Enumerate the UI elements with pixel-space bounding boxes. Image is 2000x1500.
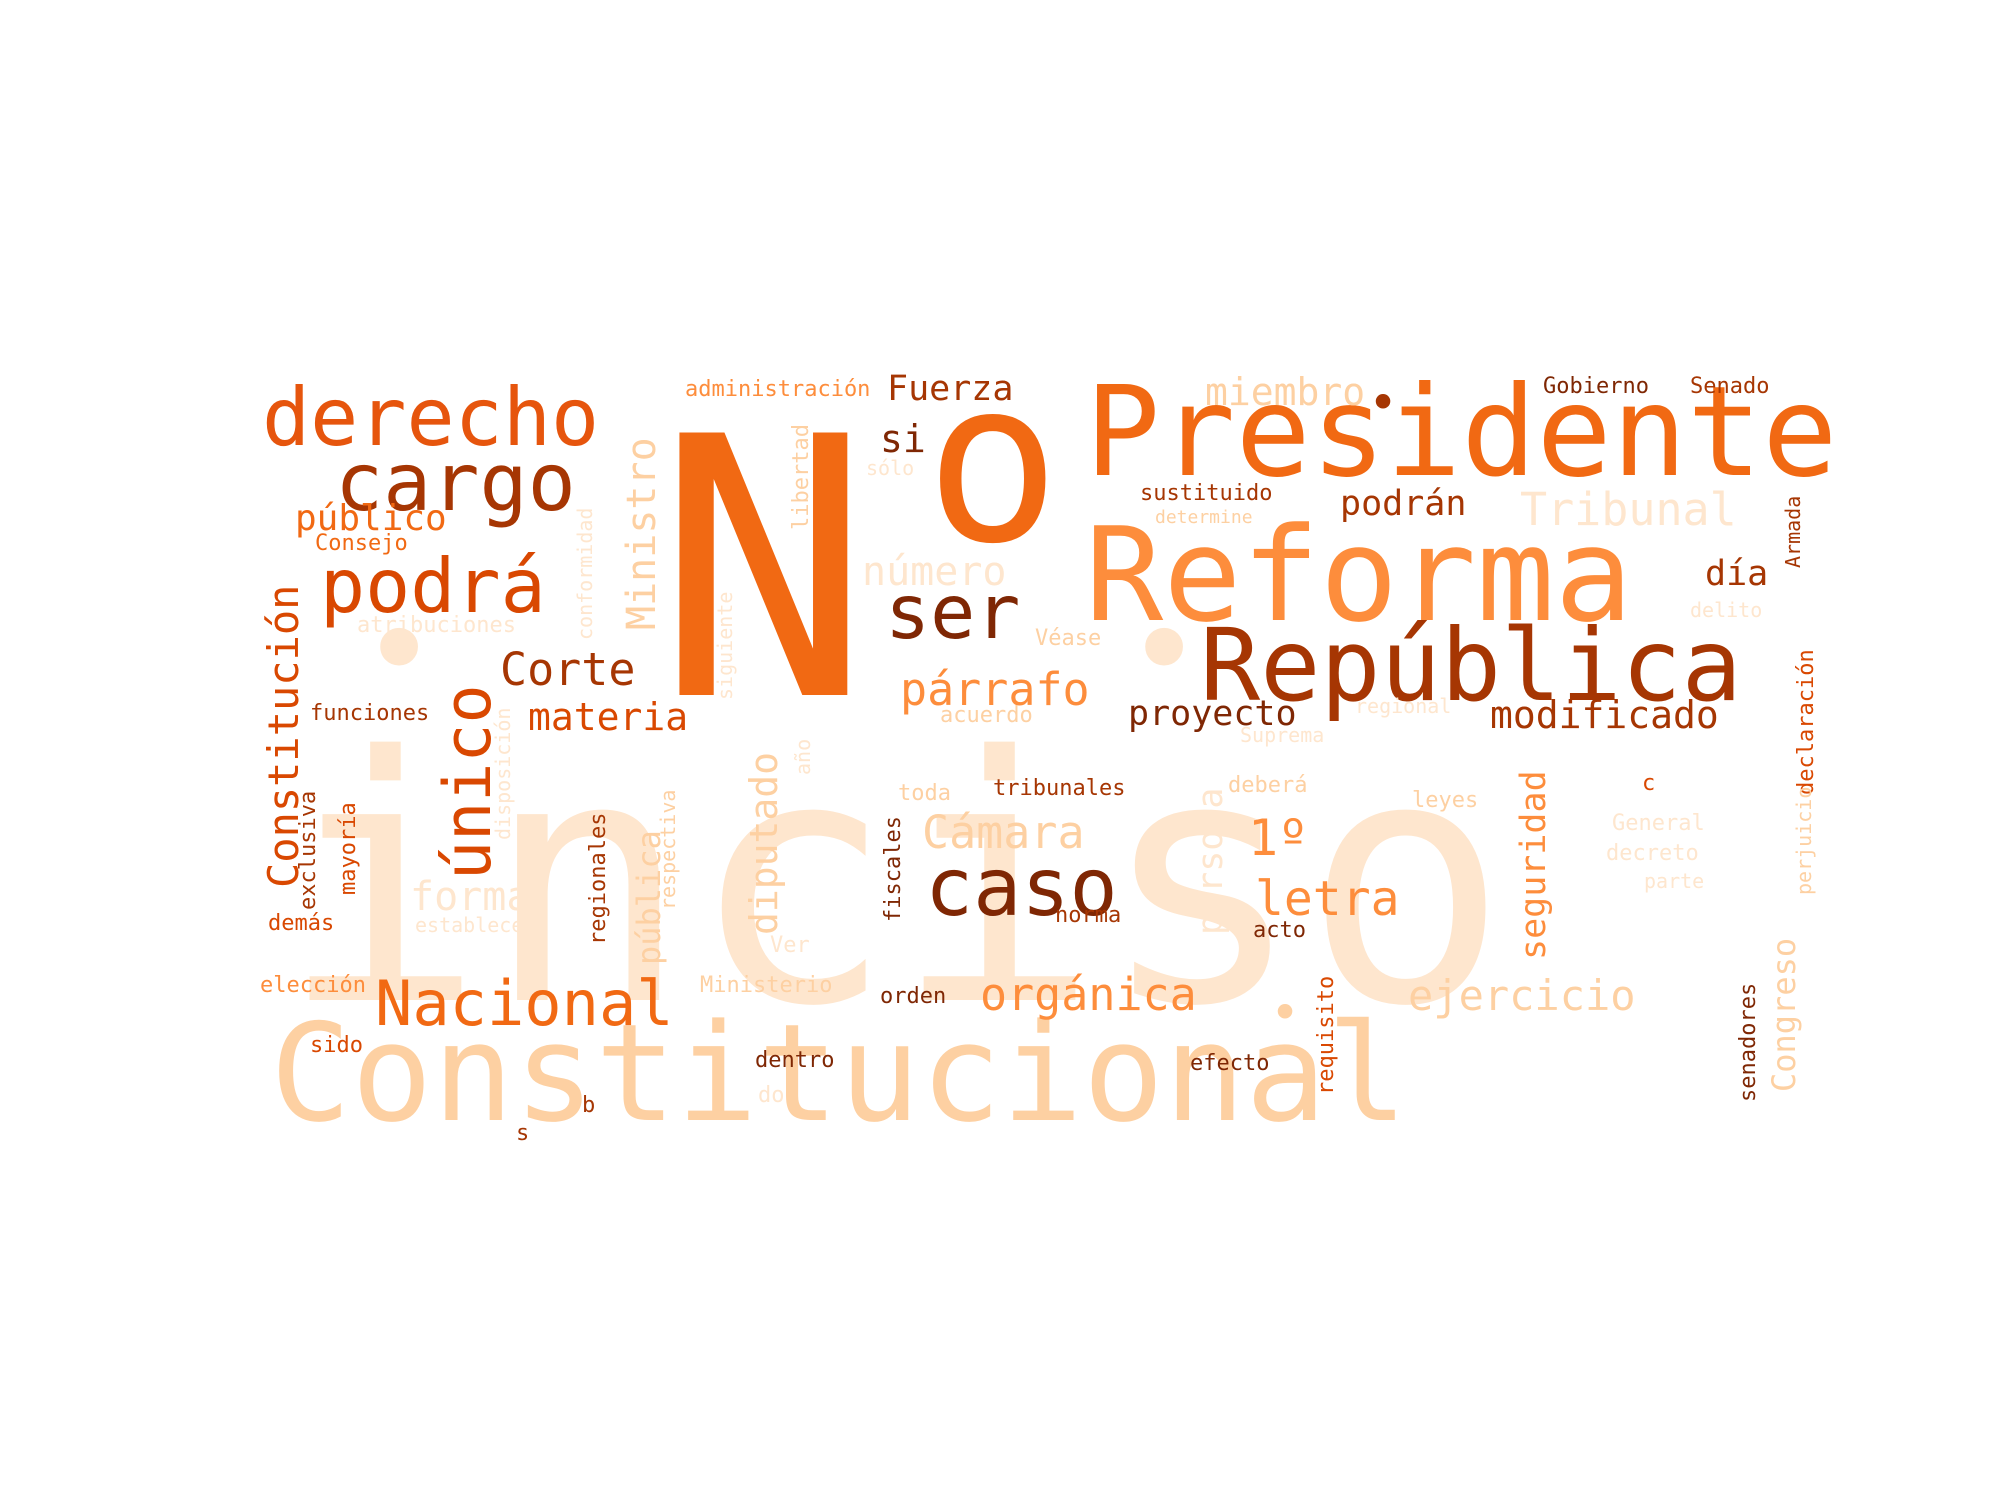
word-ano: año [791, 739, 815, 775]
word-do: do [758, 1083, 785, 1108]
word-1: 1º [1248, 809, 1308, 867]
word-funciones: funciones [310, 701, 429, 726]
word-seguridad: seguridad [1514, 770, 1554, 960]
word-acto: acto [1253, 918, 1306, 943]
word-fuerza: Fuerza [887, 369, 1013, 409]
word-requisito: requisito [1314, 976, 1339, 1095]
word-disposicion: disposición [491, 708, 515, 840]
word-fiscales: fiscales [881, 816, 906, 922]
word-miembro: miembro [1205, 370, 1365, 414]
word-senado: Senado [1690, 374, 1769, 399]
word-organica: orgánica [980, 968, 1197, 1021]
word-regionales: regionales [586, 813, 611, 945]
word-dot: • [1368, 374, 1398, 432]
word-persona: persona [1191, 787, 1231, 935]
word-debera: deberá [1228, 773, 1307, 798]
word-cargo: cargo [335, 436, 576, 529]
word-tribunales: tribunales [993, 776, 1125, 801]
word-dot: • [1125, 574, 1203, 726]
word-conformidad: conformidad [573, 508, 597, 640]
word-podran: podrán [1340, 484, 1466, 524]
word-leyes: leyes [1412, 788, 1478, 813]
word-atribuciones: atribuciones [357, 613, 516, 638]
word-dia: día [1705, 554, 1768, 594]
word-dot: • [360, 574, 438, 726]
word-libertad: libertad [789, 424, 814, 530]
word-ver: Ver [770, 933, 810, 958]
word-forma: forma [410, 874, 530, 920]
word-tribunal: Tribunal [1520, 483, 1737, 536]
word-general: General [1612, 811, 1705, 836]
word-podra: podrá [320, 542, 546, 630]
word-establecer: establecer [415, 913, 535, 937]
word-nacional: Nacional [375, 967, 674, 1040]
word-o: o [925, 332, 1060, 594]
word-armada: Armada [1781, 496, 1805, 568]
word-delito: delito [1690, 598, 1762, 622]
word-sustituido: sustituido [1140, 481, 1272, 506]
word-regional: regional [1355, 694, 1451, 718]
word-constitucional: Constitucional [270, 995, 1408, 1152]
word-republica: República [1200, 607, 1742, 724]
word-proyecto: proyecto [1128, 694, 1297, 734]
word-n: N [655, 361, 872, 780]
word-vease: Véase [1035, 626, 1101, 651]
word-eleccion: elección [260, 973, 366, 998]
word-ministro: Ministro [619, 437, 665, 630]
word-gobierno: Gobierno [1543, 374, 1649, 399]
word-administracion: administración [685, 377, 870, 402]
word-decreto: decreto [1606, 841, 1699, 866]
word-caso: caso [925, 841, 1118, 934]
word-dentro: dentro [755, 1048, 834, 1073]
word-siguiente: siguiente [713, 592, 737, 700]
word-inciso: inciso [280, 685, 1508, 1081]
word-efecto: efecto [1190, 1051, 1269, 1076]
word-publico: público [295, 498, 447, 539]
word-numero: número [862, 549, 1007, 595]
word-publica: pública [630, 830, 668, 965]
word-parrafo: párrafo [900, 663, 1090, 716]
word-demas: demás [268, 911, 334, 936]
word-acuerdo: acuerdo [940, 703, 1033, 728]
word-ministerio: Ministerio [700, 973, 832, 998]
word-materia: materia [528, 695, 688, 739]
word-mayoria: mayoría [336, 802, 361, 895]
word-letra: letra [1255, 871, 1400, 927]
word-dot: • [1270, 984, 1300, 1042]
word-unico: único [431, 684, 506, 880]
word-s: s [516, 1121, 529, 1146]
word-c: c [1642, 771, 1655, 796]
word-camara: Cámara [922, 806, 1085, 859]
word-ejercicio: ejercicio [1408, 971, 1636, 1020]
word-modificado: modificado [1490, 693, 1719, 737]
word-perjuicio: perjuicio [1792, 787, 1816, 895]
word-presidente: Presidente [1085, 360, 1838, 505]
word-derecho: derecho [262, 371, 599, 464]
word-parte: parte [1644, 869, 1704, 893]
word-solo: sólo [866, 456, 914, 480]
word-respectiva: respectiva [656, 790, 680, 910]
word-orden: orden [880, 984, 946, 1009]
word-ser: ser [885, 568, 1020, 656]
word-norma: norma [1055, 903, 1121, 928]
word-constitucion: Constitución [259, 585, 308, 888]
word-senadores: senadores [1736, 983, 1761, 1102]
word-congreso: Congreso [1765, 938, 1803, 1092]
word-corte: Corte [500, 643, 635, 696]
word-declaracion: declaración [1794, 649, 1819, 795]
word-si: si [880, 417, 926, 461]
word-b: b [582, 1093, 595, 1118]
word-exclusiva: exclusiva [296, 791, 321, 910]
word-reforma: Reforma [1085, 499, 1633, 651]
word-toda: toda [898, 781, 951, 806]
word-determine: determine [1155, 507, 1253, 528]
word-consejo: Consejo [315, 531, 408, 556]
word-sido: sido [310, 1033, 363, 1058]
word-diputado: diputado [742, 752, 786, 935]
word-suprema: Suprema [1240, 723, 1324, 747]
